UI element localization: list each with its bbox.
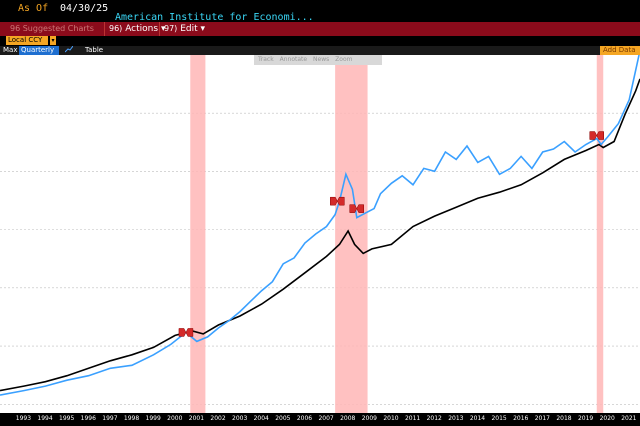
chart-tools-overlay: Track Annotate News Zoom [254,55,382,65]
x-tick-label: 1993 [15,415,32,422]
chart-panel[interactable]: Track Annotate News Zoom [0,55,640,413]
x-tick-label: 1997 [102,415,118,422]
security-title: American Institute for Economi... [115,12,314,23]
recession-band [596,55,604,413]
x-tick-label: 2002 [210,415,226,422]
actions-menu-label: Actions [125,24,159,34]
title-bar: As Of 04/30/25 American Institute for Ec… [0,0,640,23]
edit-menu-label: Edit [180,24,198,34]
x-tick-label: 2017 [534,415,550,422]
chevron-down-icon: ▾ [160,24,166,34]
actions-menu-button[interactable]: 96) Actions ▾ [104,22,169,36]
x-tick-label: 2009 [361,415,377,422]
x-tick-label: 2016 [513,415,529,422]
recession-band [335,55,368,413]
chart-tool-news[interactable]: News [313,56,330,63]
x-tick-label: 2003 [232,415,248,422]
x-tick-label: 2019 [577,415,594,422]
x-tick-label: 2001 [188,415,205,422]
line-chart[interactable] [0,55,640,413]
x-tick-label: 1996 [80,415,96,422]
x-tick-label: 1994 [37,415,53,422]
x-tick-label: 2006 [296,415,313,422]
x-tick-label: 2007 [318,415,334,422]
x-tick-label: 1995 [59,415,75,422]
currency-select[interactable]: Local CCY [6,36,48,45]
chart-tool-track[interactable]: Track [258,56,274,63]
currency-bar: Local CCY ▾ [0,36,640,46]
x-tick-label: 2005 [275,415,291,422]
chevron-down-icon: ▾ [200,24,206,34]
x-tick-label: 2014 [469,415,486,422]
event-marker-icon [349,204,365,213]
x-tick-label: 2018 [556,415,572,422]
recession-band [190,55,206,413]
asof-date-field[interactable]: 04/30/25 [60,3,109,14]
table-view-button[interactable]: Table [85,46,104,54]
currency-dropdown-icon[interactable]: ▾ [50,36,56,45]
add-data-button[interactable]: Add Data [600,46,640,55]
x-tick-label: 2020 [599,415,615,422]
x-tick-label: 2015 [491,415,507,422]
chart-tool-zoom[interactable]: Zoom [335,56,353,63]
x-tick-label: 2008 [340,415,356,422]
event-marker-icon [589,131,605,140]
frequency-select[interactable]: Quarterly ▼ [19,46,59,63]
x-tick-label: 1999 [145,415,161,422]
edit-menu-number: 97) [164,24,178,33]
x-tick-label: 2010 [383,415,399,422]
x-tick-label: 2021 [621,415,637,422]
event-marker-icon [330,196,345,206]
range-max-button[interactable]: Max [3,46,18,54]
series-line-2 [0,55,640,396]
x-tick-label: 2004 [253,415,269,422]
x-tick-label: 2000 [167,415,183,422]
actions-menu-number: 96) [109,24,123,33]
edit-menu-button[interactable]: 97) Edit ▾ [159,22,209,36]
line-chart-icon[interactable] [64,45,74,55]
chart-tool-annotate[interactable]: Annotate [279,56,308,63]
x-axis: 1993 1994 1995 1996 1997 1998 1999 2000 2001 2002… [0,413,640,426]
x-tick-label: 2012 [426,415,442,422]
x-tick-label: 1998 [123,415,140,422]
chart-toolbar: Max Quarterly ▼ Table Add Data [0,45,640,63]
event-marker-icon [178,328,194,337]
x-tick-label: 2013 [448,415,464,422]
suggested-charts-button[interactable]: 96 Suggested Charts [10,24,94,33]
asof-label: As Of [18,3,49,14]
series-line-1 [0,78,640,392]
menu-bar: 96 Suggested Charts 96) Actions ▾ 97) Ed… [0,22,640,36]
x-tick-label: 2011 [404,415,421,422]
